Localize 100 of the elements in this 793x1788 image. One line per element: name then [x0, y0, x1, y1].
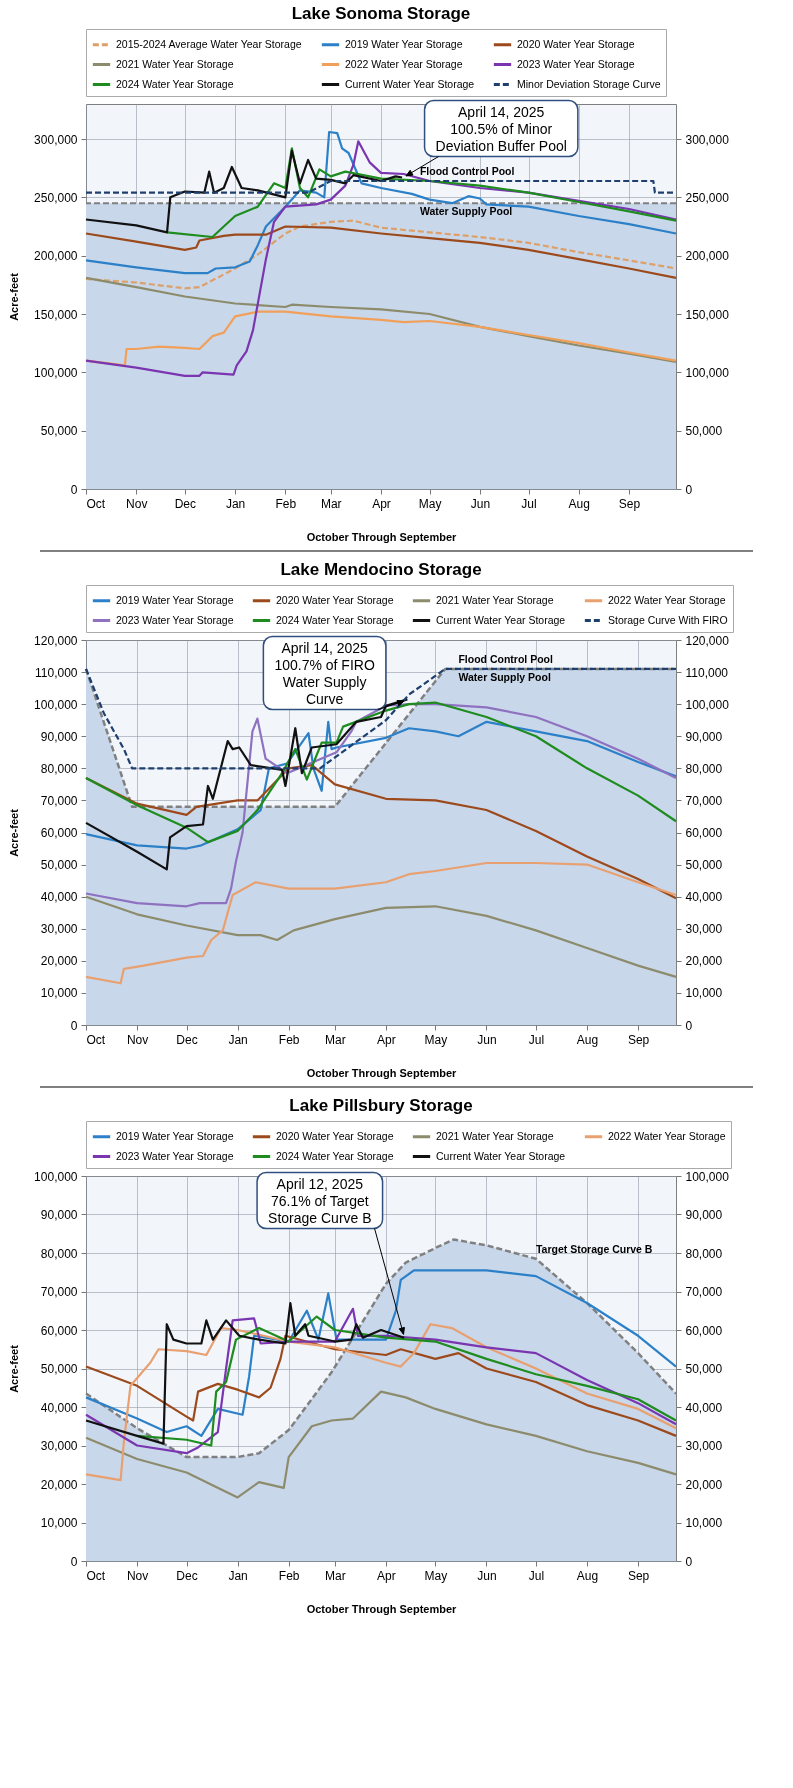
legend-label: 2019 Water Year Storage [116, 593, 234, 606]
y2-tick-label: 60,000 [685, 826, 723, 840]
legend-label: Current Water Year Storage [436, 613, 566, 626]
y2-tick-label: 300,000 [685, 132, 730, 147]
y-tick-label: 0 [70, 1554, 78, 1569]
y2-tick-label: 100,000 [685, 1169, 730, 1184]
legend-label: Storage Curve With FIRO [608, 613, 728, 626]
line-series [84, 895, 678, 978]
annotation: Flood Control Pool [458, 652, 554, 665]
y2-tick-label: 0 [685, 482, 693, 497]
x-tick-label: Aug [576, 1568, 599, 1583]
y2-tick-label: 60,000 [685, 1323, 723, 1338]
legend-label: 2022 Water Year Storage [345, 57, 463, 70]
annotation: April 12, 2025 76.1% of Target Storage Curve B [268, 1175, 372, 1226]
x-tick-label: Jan [228, 1568, 248, 1583]
y-tick-label: 110,000 [35, 665, 78, 680]
y2-tick-label: 110,000 [685, 665, 729, 680]
y2-tick-label: 10,000 [685, 1516, 723, 1530]
line-series [84, 149, 404, 234]
y2-tick-label: 200,000 [685, 249, 730, 264]
y-tick-label: 10,000 [40, 1516, 78, 1530]
x-tick-label: Nov [126, 1032, 149, 1047]
y-tick-label: 80,000 [40, 761, 78, 776]
y-tick-label: 40,000 [40, 890, 78, 905]
legend-label: 2022 Water Year Storage [608, 593, 726, 606]
x-tick-label: May [424, 1032, 448, 1047]
y2-tick-label: 100,000 [685, 365, 730, 380]
line-series [84, 720, 678, 850]
x-tick-label: Sep [618, 496, 641, 511]
y2-tick-label: 100,000 [685, 697, 730, 712]
chart-title: Lake Sonoma Storage [291, 3, 471, 23]
x-tick-label: Apr [377, 1568, 396, 1583]
x-tick-label: Oct [86, 496, 106, 511]
y-tick-label: 20,000 [40, 954, 78, 969]
line-series [84, 276, 678, 363]
legend-label: 2024 Water Year Storage [116, 77, 234, 90]
x-tick-label: Sep [627, 1032, 650, 1047]
legend-label: 2023 Water Year Storage [116, 1149, 234, 1162]
legend-label: 2021 Water Year Storage [436, 1129, 554, 1142]
x-tick-label: Feb [278, 1568, 300, 1583]
y-tick-label: 60,000 [40, 1323, 78, 1338]
y-tick-label: 70,000 [40, 1285, 78, 1299]
legend-label: 2020 Water Year Storage [276, 1129, 394, 1142]
line-series [84, 140, 678, 377]
x-tick-label: May [418, 496, 442, 511]
y-tick-label: 0 [70, 482, 78, 497]
legend-label: 2015-2024 Average Water Year Storage [116, 37, 302, 50]
y2-tick-label: 50,000 [685, 1362, 723, 1376]
x-axis-title: October Through September [306, 530, 458, 543]
x-tick-label: Jan [225, 496, 246, 511]
legend-label: Current Water Year Storage [345, 77, 475, 90]
y-tick-label: 100,000 [34, 365, 78, 380]
x-tick-label: Oct [86, 1032, 106, 1047]
legend-label: 2023 Water Year Storage [517, 57, 635, 70]
annotation: Water Supply Pool [458, 670, 551, 683]
legend-label: 2024 Water Year Storage [276, 613, 394, 626]
y2-tick-label: 30,000 [685, 922, 723, 937]
x-tick-label: Aug [576, 1032, 599, 1047]
y2-tick-label: 80,000 [685, 1246, 723, 1261]
annotation: April 14, 2025 100.7% of FIRO Water Supply Curve [274, 639, 375, 707]
x-tick-label: Mar [325, 1032, 346, 1047]
line-series [84, 1390, 678, 1499]
legend-label: 2021 Water Year Storage [116, 57, 234, 70]
x-tick-label: Jul [521, 496, 537, 511]
x-tick-label: Jul [528, 1032, 545, 1047]
x-tick-label: Jun [470, 496, 491, 511]
legend-label: 2024 Water Year Storage [276, 1149, 394, 1162]
y-tick-label: 60,000 [40, 826, 78, 840]
y2-tick-label: 70,000 [685, 793, 723, 808]
y2-tick-label: 20,000 [685, 954, 723, 969]
x-tick-label: Aug [568, 496, 590, 511]
y-tick-label: 50,000 [40, 858, 78, 873]
legend-label: 2021 Water Year Storage [436, 593, 554, 606]
x-tick-label: Jun [477, 1568, 497, 1583]
x-tick-label: Dec [174, 496, 197, 511]
y-tick-label: 120,000 [34, 633, 78, 648]
y2-tick-label: 50,000 [685, 424, 723, 439]
x-tick-label: Oct [86, 1568, 106, 1583]
annotation: April 14, 2025 100.5% of Minor Deviation Buffer Pool [435, 103, 567, 154]
y-axis-title: Acre-feet [8, 808, 21, 857]
chart-title: Lake Mendocino Storage [280, 559, 482, 579]
y2-tick-label: 80,000 [685, 761, 723, 776]
x-tick-label: Jun [477, 1032, 497, 1047]
y-tick-label: 300,000 [34, 132, 78, 147]
y-tick-label: 150,000 [34, 307, 78, 322]
y2-tick-label: 120,000 [685, 633, 730, 648]
y-tick-label: 200,000 [34, 249, 78, 264]
x-tick-label: May [424, 1568, 448, 1583]
y-tick-label: 90,000 [40, 1208, 78, 1222]
line-series [84, 764, 678, 900]
x-tick-label: Apr [372, 496, 391, 511]
y-tick-label: 100,000 [34, 1169, 78, 1184]
y2-tick-label: 150,000 [685, 307, 730, 322]
y-tick-label: 80,000 [40, 1246, 78, 1261]
line-series [84, 225, 678, 279]
y2-tick-label: 250,000 [685, 190, 730, 205]
y-tick-label: 250,000 [34, 190, 78, 205]
legend-label: 2019 Water Year Storage [345, 37, 463, 50]
annotation: Flood Control Pool [419, 165, 515, 177]
y2-tick-label: 40,000 [685, 1400, 723, 1415]
